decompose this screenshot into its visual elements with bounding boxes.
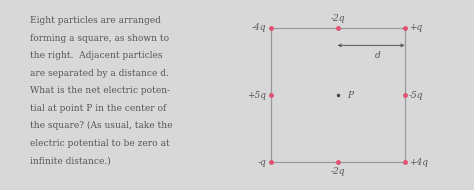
Text: -4q: -4q: [252, 23, 266, 32]
Text: d: d: [375, 51, 381, 60]
Text: -2q: -2q: [330, 13, 345, 23]
Text: Eight particles are arranged: Eight particles are arranged: [30, 16, 161, 25]
Text: the right.  Adjacent particles: the right. Adjacent particles: [30, 51, 162, 60]
Text: +4q: +4q: [409, 158, 428, 167]
Text: -2q: -2q: [330, 167, 345, 177]
Text: the square? (As usual, take the: the square? (As usual, take the: [30, 121, 172, 130]
Text: +5q: +5q: [247, 90, 266, 100]
Text: +q: +q: [409, 23, 422, 32]
Text: electric potential to be zero at: electric potential to be zero at: [30, 139, 169, 148]
Text: -5q: -5q: [409, 90, 423, 100]
Text: tial at point P in the center of: tial at point P in the center of: [30, 104, 166, 113]
Text: What is the net electric poten-: What is the net electric poten-: [30, 86, 170, 95]
Text: are separated by a distance d.: are separated by a distance d.: [30, 69, 169, 78]
Text: infinite distance.): infinite distance.): [30, 156, 110, 165]
Text: P: P: [347, 90, 353, 100]
Text: -q: -q: [258, 158, 266, 167]
Text: forming a square, as shown to: forming a square, as shown to: [30, 34, 169, 43]
